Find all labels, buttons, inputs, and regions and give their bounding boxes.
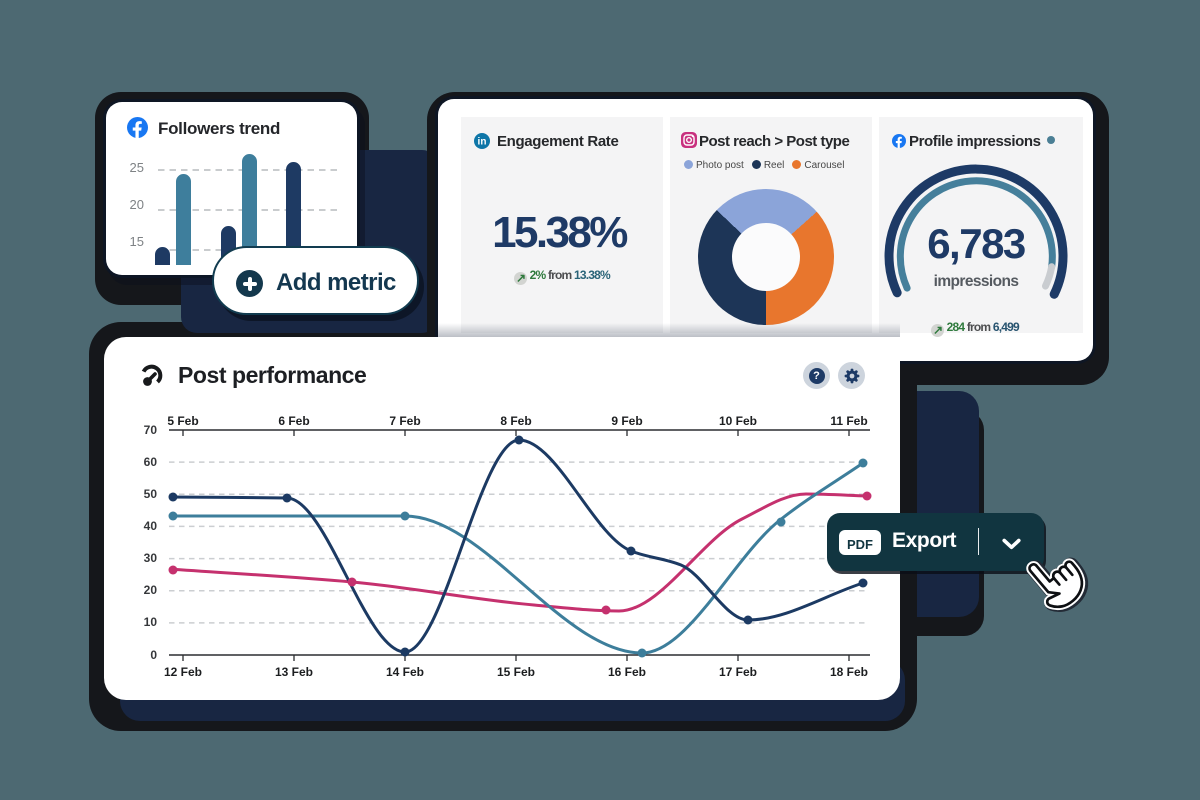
- svg-text:18 Feb: 18 Feb: [830, 665, 868, 679]
- svg-text:15 Feb: 15 Feb: [497, 665, 535, 679]
- svg-text:17 Feb: 17 Feb: [719, 665, 757, 679]
- svg-text:70: 70: [144, 423, 158, 437]
- svg-text:13 Feb: 13 Feb: [275, 665, 313, 679]
- svg-text:8 Feb: 8 Feb: [500, 414, 531, 428]
- svg-text:12 Feb: 12 Feb: [164, 665, 202, 679]
- svg-text:50: 50: [144, 487, 158, 501]
- svg-text:60: 60: [144, 455, 158, 469]
- svg-text:9 Feb: 9 Feb: [611, 414, 642, 428]
- svg-text:11 Feb: 11 Feb: [830, 414, 867, 428]
- svg-text:6 Feb: 6 Feb: [278, 414, 309, 428]
- svg-text:30: 30: [144, 551, 158, 565]
- svg-text:in: in: [478, 137, 487, 148]
- svg-text:16 Feb: 16 Feb: [608, 665, 646, 679]
- svg-text:20: 20: [144, 583, 158, 597]
- svg-text:40: 40: [144, 519, 158, 533]
- svg-text:10 Feb: 10 Feb: [719, 414, 757, 428]
- svg-text:7 Feb: 7 Feb: [389, 414, 420, 428]
- svg-text:14 Feb: 14 Feb: [386, 665, 424, 679]
- svg-text:10: 10: [144, 615, 158, 629]
- svg-text:0: 0: [150, 648, 157, 662]
- svg-text:5 Feb: 5 Feb: [167, 414, 198, 428]
